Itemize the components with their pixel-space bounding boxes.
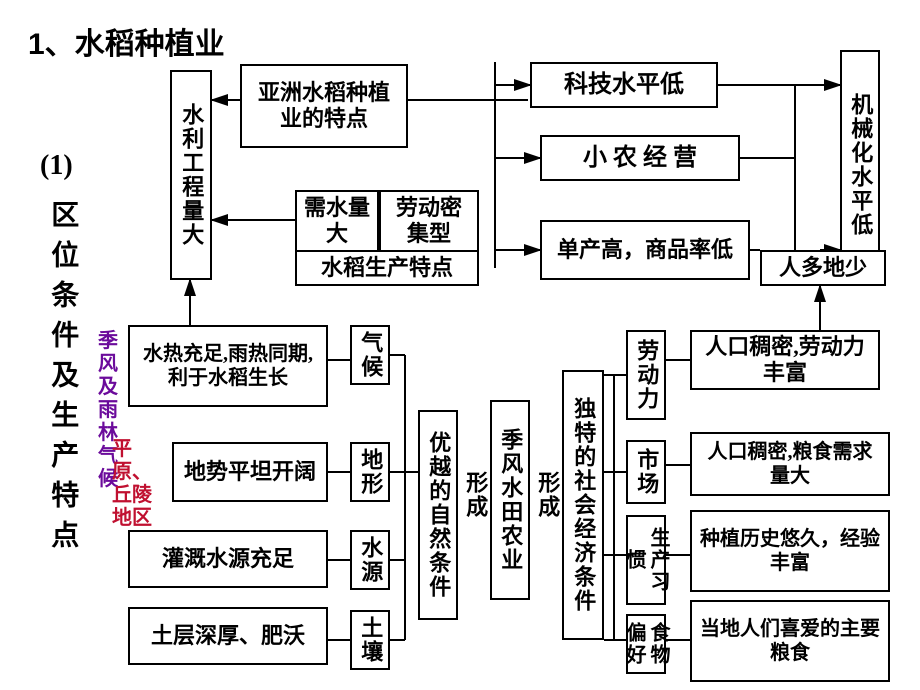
n-water-need-text: 需水量大	[297, 193, 377, 250]
title-text: 1、水稻种植业	[28, 28, 225, 61]
n-yield-text: 单产高，商品率低	[551, 235, 739, 265]
n-nat-cond-text: 优越的自然条件	[425, 431, 451, 599]
n-small-farm-text: 小 农 经 营	[577, 142, 703, 175]
n-habit: 生产习惯	[626, 515, 666, 605]
n-land-small-text: 人多地少	[773, 253, 873, 283]
n-terrain: 地形	[350, 442, 390, 502]
n-water: 水源	[350, 530, 390, 590]
n-habit-desc-text: 种植历史悠久，经验丰富	[692, 525, 888, 577]
n-soil-text: 土壤	[357, 616, 383, 664]
subtitle-num-text: (1)	[40, 150, 73, 181]
n-mech-low-text: 机械化水平低	[847, 93, 873, 237]
n-climate-desc-text: 水热充足,雨热同期,利于水稻生长	[130, 340, 326, 392]
n-climate-desc: 水热充足,雨热同期,利于水稻生长	[128, 325, 328, 407]
n-pref-desc: 当地人们喜爱的主要粮食	[690, 600, 890, 682]
n-habit-text: 生产习惯	[622, 517, 670, 603]
n-labor: 劳动力	[626, 330, 666, 420]
n-market: 市场	[626, 440, 666, 504]
n-tech-low-text: 科技水平低	[558, 69, 690, 102]
n-water-desc: 灌溉水源充足	[128, 530, 328, 588]
n-monsoon-ag-text: 季风水田农业	[497, 428, 523, 572]
n-asia-char: 亚洲水稻种植业的特点	[240, 64, 408, 148]
n-monsoon-ag: 季风水田农业	[490, 400, 530, 600]
accent-plain: 平原、丘陵地区	[112, 438, 168, 530]
n-water-desc-text: 灌溉水源充足	[156, 544, 300, 574]
n-socio: 独特的社会经济条件	[562, 370, 604, 640]
n-tech-low: 科技水平低	[530, 62, 718, 108]
n-form1: 形成	[460, 460, 490, 530]
n-water-eng-text: 水利工程量大	[178, 103, 204, 247]
n-rice-char-text: 水稻生产特点	[315, 253, 459, 283]
n-water-text: 水源	[357, 536, 383, 584]
n-yield: 单产高，商品率低	[540, 220, 750, 280]
n-market-desc-text: 人口稠密,粮食需求量大	[692, 438, 888, 490]
n-water-eng: 水利工程量大	[170, 70, 212, 280]
n-land-small: 人多地少	[760, 250, 886, 286]
n-soil-desc: 土层深厚、肥沃	[128, 607, 328, 665]
n-nat-cond: 优越的自然条件	[418, 410, 458, 620]
n-mech-low: 机械化水平低	[840, 50, 880, 280]
n-pref-desc-text: 当地人们喜爱的主要粮食	[692, 615, 888, 667]
n-terrain-desc-text: 地势平坦开阔	[178, 457, 322, 487]
n-water-need: 需水量大	[295, 190, 379, 250]
n-market-desc: 人口稠密,粮食需求量大	[690, 432, 890, 496]
n-climate-text: 气候	[357, 331, 383, 379]
n-market-text: 市场	[633, 448, 659, 496]
n-pref: 食物偏好	[626, 614, 666, 674]
title: 1、水稻种植业	[28, 28, 225, 63]
accent-plain-text: 平原、丘陵地区	[112, 438, 152, 529]
subtitle-number: (1)	[40, 150, 73, 182]
n-labor-int-text: 劳动密集型	[381, 193, 477, 250]
n-terrain-text: 地形	[357, 448, 383, 496]
n-soil-desc-text: 土层深厚、肥沃	[145, 621, 311, 651]
n-soil: 土壤	[350, 610, 390, 670]
n-small-farm: 小 农 经 营	[540, 135, 740, 181]
side-label-text: 区位条件及生产特点	[47, 200, 78, 560]
n-pref-text: 食物偏好	[622, 616, 670, 672]
n-habit-desc: 种植历史悠久，经验丰富	[690, 510, 890, 592]
n-form1-text: 形成	[462, 471, 488, 519]
side-label: 区位条件及生产特点	[46, 200, 78, 560]
n-labor-desc-text: 人口稠密,劳动力丰富	[692, 332, 878, 389]
n-terrain-desc: 地势平坦开阔	[172, 442, 328, 502]
n-rice-char: 水稻生产特点	[295, 250, 479, 286]
n-labor-int: 劳动密集型	[379, 190, 479, 250]
n-labor-text: 劳动力	[633, 339, 659, 411]
n-form2-text: 形成	[534, 471, 560, 519]
n-asia-char-text: 亚洲水稻种植业的特点	[242, 78, 406, 135]
n-form2: 形成	[532, 460, 562, 530]
n-labor-desc: 人口稠密,劳动力丰富	[690, 330, 880, 390]
n-climate: 气候	[350, 325, 390, 385]
n-socio-text: 独特的社会经济条件	[570, 397, 596, 613]
